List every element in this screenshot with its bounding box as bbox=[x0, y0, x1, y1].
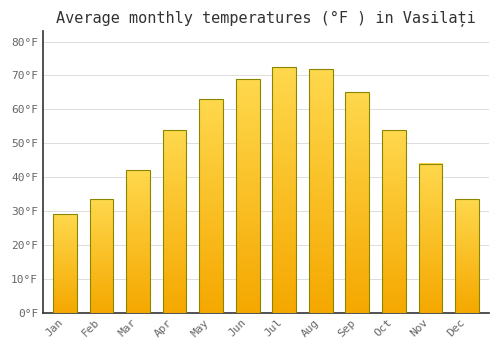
Bar bbox=[455, 199, 479, 313]
Bar bbox=[126, 170, 150, 313]
Bar bbox=[53, 215, 77, 313]
Bar bbox=[346, 92, 369, 313]
Bar bbox=[236, 79, 260, 313]
Title: Average monthly temperatures (°F ) in Vasilați: Average monthly temperatures (°F ) in Va… bbox=[56, 11, 476, 27]
Bar bbox=[382, 130, 406, 313]
Bar bbox=[272, 67, 296, 313]
Bar bbox=[162, 130, 186, 313]
Bar bbox=[418, 163, 442, 313]
Bar bbox=[199, 99, 223, 313]
Bar bbox=[90, 199, 114, 313]
Bar bbox=[309, 69, 332, 313]
